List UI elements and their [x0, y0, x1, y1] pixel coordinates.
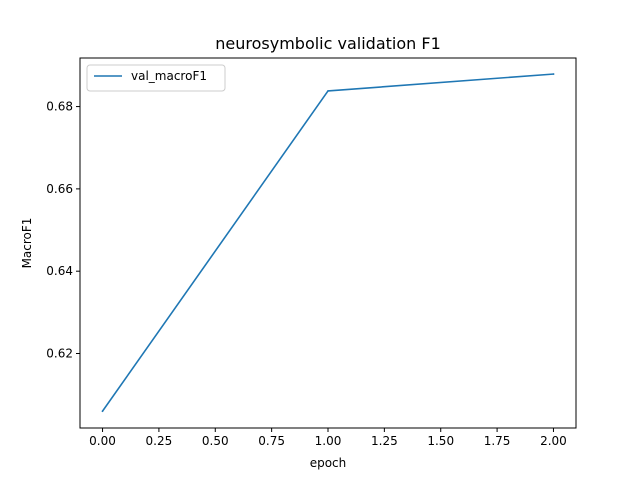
- x-tick-label: 0.50: [202, 434, 229, 448]
- x-axis-ticks: 0.00 0.25 0.50 0.75 1.00 1.25 1.50 1.75 2.00: [89, 428, 567, 448]
- x-tick-label: 0.00: [89, 434, 116, 448]
- plot-area: [80, 58, 576, 428]
- data-point: [552, 73, 555, 75]
- x-tick-label: 1.75: [484, 434, 511, 448]
- plot-frame: [79, 57, 577, 429]
- legend-label: val_macroF1: [131, 69, 207, 83]
- x-axis-label: epoch: [310, 456, 347, 470]
- x-tick-label: 2.00: [540, 434, 567, 448]
- data-point: [101, 410, 104, 412]
- data-point: [327, 90, 329, 92]
- series-layer: [101, 73, 555, 413]
- plot-background: [80, 58, 576, 428]
- legend-box: [86, 64, 226, 92]
- x-tick-label: 0.25: [146, 434, 173, 448]
- x-tick-label: 1.25: [371, 434, 398, 448]
- y-tick-label: 0.64: [46, 264, 73, 278]
- x-tick-label: 1.00: [315, 434, 342, 448]
- y-tick-label: 0.62: [46, 347, 73, 361]
- chart-title: neurosymbolic validation F1: [215, 34, 441, 53]
- y-axis-label: MacroF1: [20, 218, 34, 269]
- y-tick-label: 0.68: [46, 100, 73, 114]
- legend: val_macroF1: [86, 64, 226, 92]
- x-tick-label: 0.75: [258, 434, 285, 448]
- y-axis-ticks: 0.62 0.64 0.66 0.68: [46, 100, 80, 361]
- y-tick-label: 0.66: [46, 182, 73, 196]
- x-tick-label: 1.50: [427, 434, 454, 448]
